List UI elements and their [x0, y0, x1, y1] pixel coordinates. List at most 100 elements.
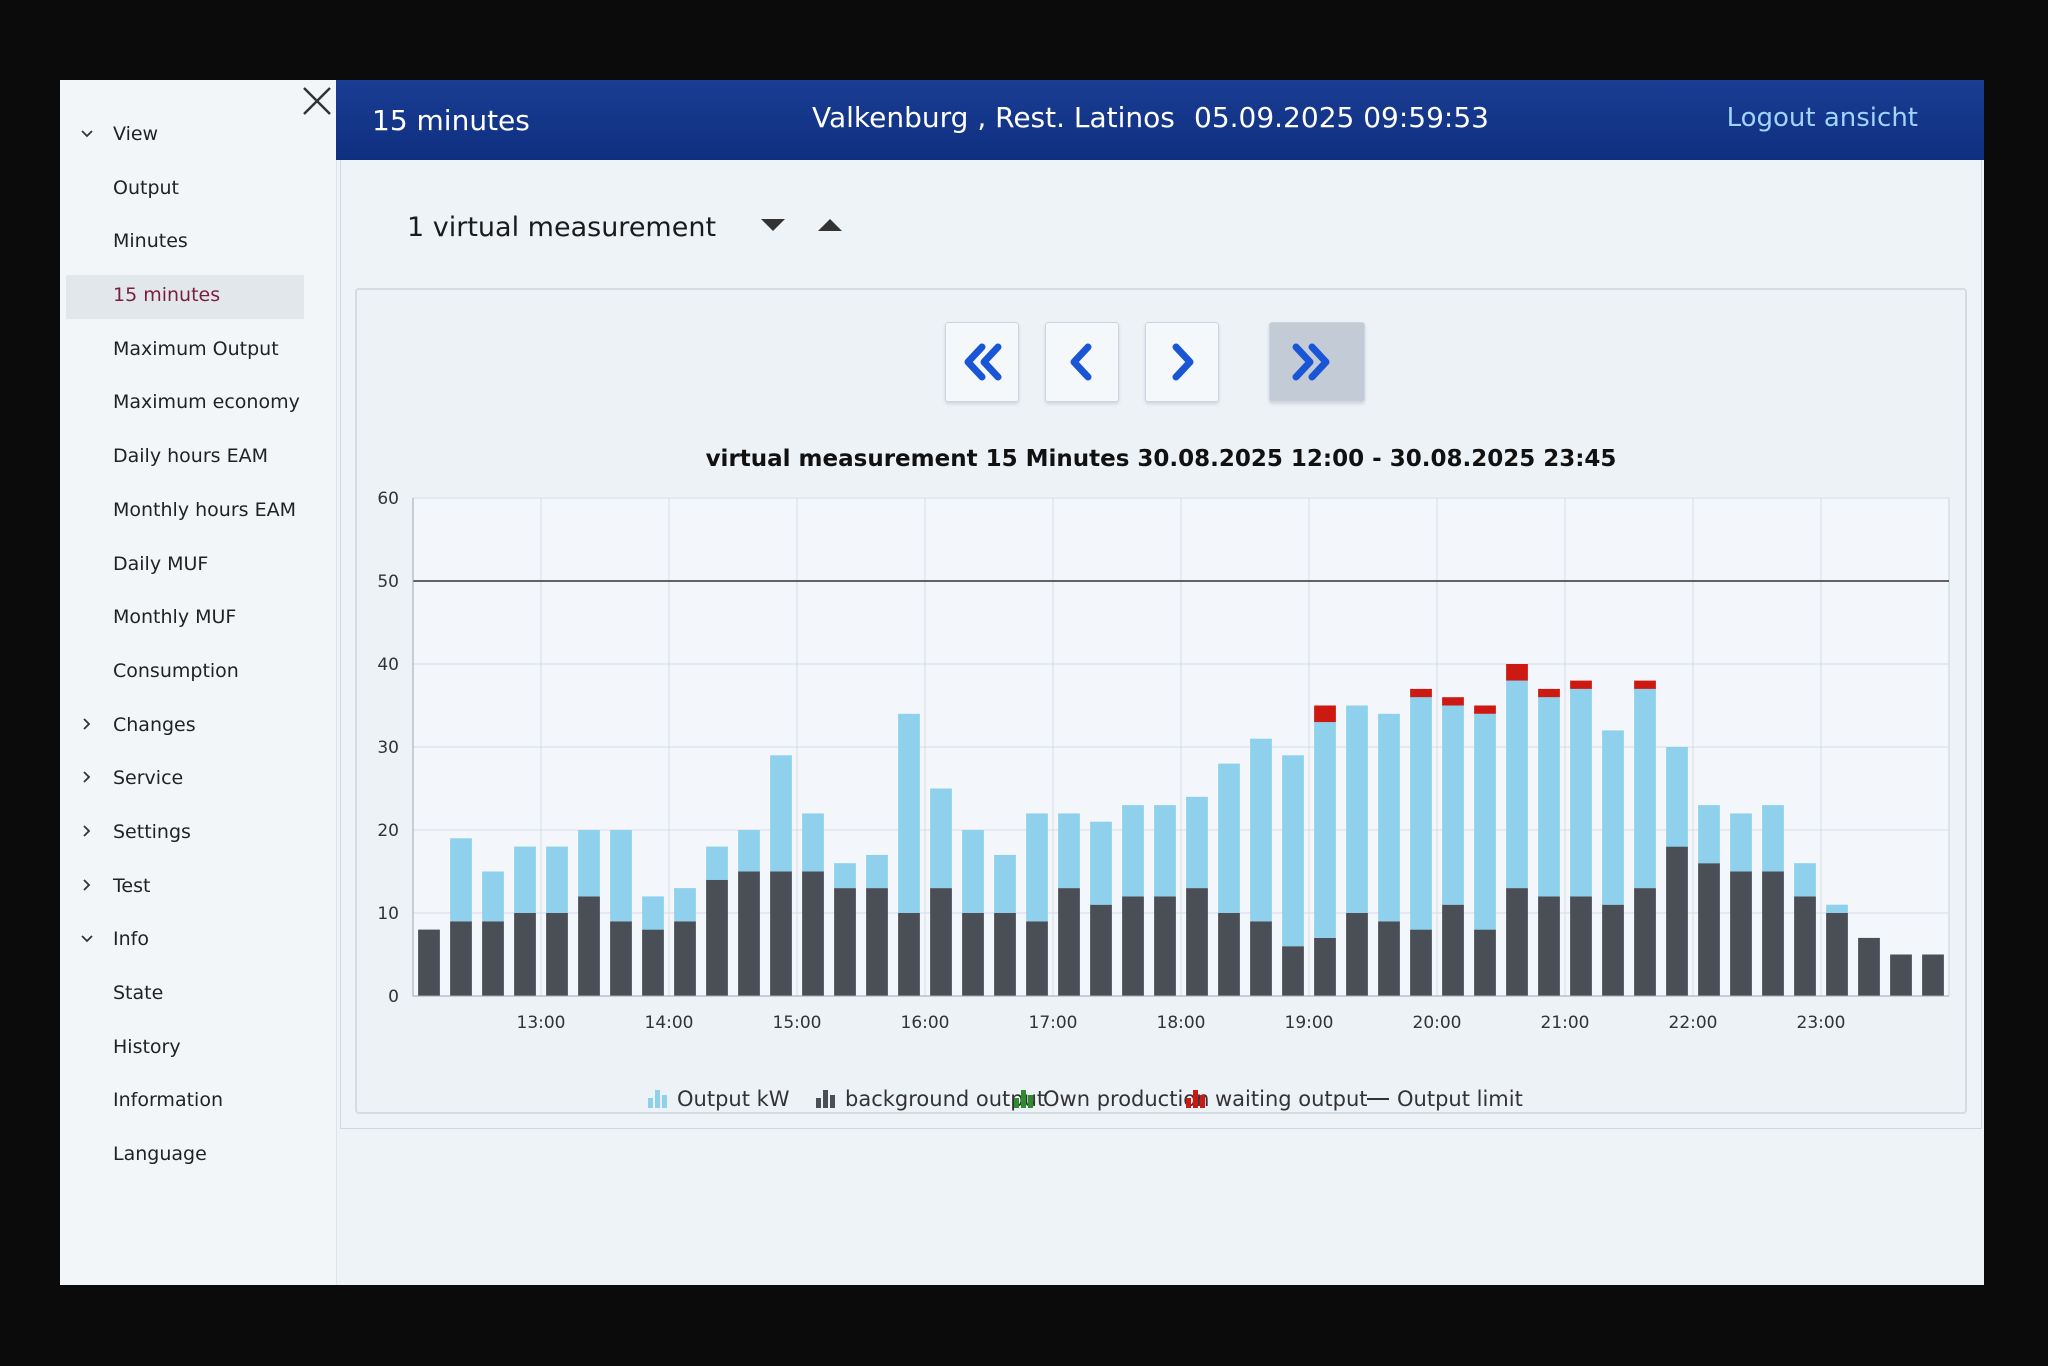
- sidebar-item-monthly-hours-eam[interactable]: Monthly hours EAM: [60, 484, 336, 538]
- chevron-right-icon: [80, 752, 94, 805]
- sidebar-item-label: Daily hours EAM: [113, 445, 268, 468]
- bar-background-output: [546, 913, 568, 996]
- chart-plot: 0 10 20 30 40 50 60 13:00 14:00 15:00 16:00 17:00 18…: [377, 489, 1950, 1033]
- bar-output-kw: [1666, 747, 1688, 847]
- sidebar-item-minutes[interactable]: Minutes: [60, 215, 336, 269]
- legend-item-waiting-output[interactable]: waiting output: [1185, 1087, 1368, 1111]
- sidebar-item-maximum-economy[interactable]: Maximum economy: [60, 376, 336, 430]
- bar-output-kw: [1570, 688, 1592, 897]
- legend-item-output-kw[interactable]: Output kW: [647, 1087, 790, 1111]
- sidebar-group-changes[interactable]: Changes: [60, 699, 336, 753]
- last-page-button[interactable]: [1269, 322, 1365, 402]
- legend-label: waiting output: [1215, 1087, 1368, 1111]
- next-page-button[interactable]: [1145, 322, 1219, 402]
- bar-output-kw: [770, 755, 792, 872]
- logout-link[interactable]: Logout ansicht: [1726, 103, 1918, 133]
- previous-page-button[interactable]: [1045, 322, 1119, 402]
- sort-up-icon[interactable]: [815, 215, 845, 235]
- bar-output-kw: [1730, 813, 1752, 872]
- bar-output-kw: [1698, 805, 1720, 864]
- sidebar-group-service[interactable]: Service: [60, 752, 336, 806]
- bar-background-output: [738, 871, 760, 996]
- bar-background-output: [1250, 921, 1272, 996]
- first-page-button[interactable]: [945, 322, 1019, 402]
- sidebar-item-history[interactable]: History: [60, 1021, 336, 1075]
- bar-output-kw: [1410, 697, 1432, 930]
- bar-output-kw: [1090, 821, 1112, 905]
- bar-output-kw: [482, 871, 504, 922]
- sidebar-item-label: Minutes: [113, 230, 188, 253]
- legend-item-own-production[interactable]: Own production: [1013, 1087, 1209, 1111]
- page-title: 15 minutes: [372, 104, 530, 137]
- sidebar-item-consumption[interactable]: Consumption: [60, 645, 336, 699]
- sidebar-item-label: Changes: [113, 713, 196, 736]
- bar-background-output: [1506, 888, 1528, 996]
- bar-output-kw: [1474, 713, 1496, 930]
- active-highlight: [66, 275, 304, 320]
- y-tick-label: 0: [388, 987, 399, 1007]
- sidebar-group-settings[interactable]: Settings: [60, 806, 336, 860]
- measurement-select[interactable]: 1 virtual measurement: [407, 212, 717, 243]
- chart-card: virtual measurement 15 Minutes 30.08.202…: [355, 288, 1967, 1114]
- bar-output-kw: [578, 830, 600, 897]
- bar-output-kw: [930, 788, 952, 889]
- x-tick-label: 14:00: [645, 1013, 694, 1033]
- sort-down-icon[interactable]: [758, 215, 788, 235]
- sidebar-item-maximum-output[interactable]: Maximum Output: [60, 323, 336, 377]
- bar-background-output: [1346, 913, 1368, 996]
- bar-background-output: [642, 929, 664, 996]
- bar-background-output: [802, 871, 824, 996]
- bar-output-kw: [1506, 680, 1528, 889]
- bar-waiting-output: [1410, 688, 1432, 698]
- sidebar-item-daily-hours-eam[interactable]: Daily hours EAM: [60, 430, 336, 484]
- chevron-down-icon: [80, 108, 94, 161]
- bar-background-output: [834, 888, 856, 996]
- bar-output-kw: [1218, 763, 1240, 913]
- legend-item-output-limit[interactable]: Output limit: [1367, 1087, 1523, 1111]
- bar-background-output: [578, 896, 600, 996]
- x-tick-label: 23:00: [1797, 1013, 1846, 1033]
- bar-background-output: [770, 871, 792, 996]
- close-button[interactable]: [300, 84, 334, 118]
- bar-waiting-output: [1538, 688, 1560, 698]
- y-tick-label: 30: [377, 738, 399, 758]
- sidebar-item-output[interactable]: Output: [60, 162, 336, 216]
- sidebar-group-info[interactable]: Info: [60, 913, 336, 967]
- chevron-down-icon: [80, 913, 94, 966]
- bar-waiting-output: [1570, 680, 1592, 689]
- sidebar-item-information[interactable]: Information: [60, 1074, 336, 1128]
- bar-background-output: [1666, 846, 1688, 996]
- sidebar-group-view[interactable]: View: [60, 108, 336, 162]
- bar-output-kw: [1058, 813, 1080, 889]
- y-tick-label: 10: [377, 904, 399, 924]
- bar-background-output: [1410, 929, 1432, 996]
- sidebar-item-daily-muf[interactable]: Daily MUF: [60, 538, 336, 592]
- sidebar-item-label: Info: [113, 928, 149, 951]
- sidebar-item-label: Service: [113, 767, 184, 790]
- legend-label: Own production: [1043, 1087, 1210, 1111]
- sidebar-item-15-minutes[interactable]: 15 minutes: [60, 269, 336, 323]
- sidebar-item-monthly-muf[interactable]: Monthly MUF: [60, 591, 336, 645]
- bar-background-output: [1858, 937, 1880, 996]
- legend-item-background-output[interactable]: background output: [815, 1087, 1045, 1111]
- bar-background-output: [1634, 888, 1656, 996]
- sidebar-item-language[interactable]: Language: [60, 1128, 336, 1182]
- bar-output-kw: [866, 854, 888, 889]
- sidebar-group-test[interactable]: Test: [60, 860, 336, 914]
- header-bar: 15 minutes Valkenburg , Rest. Latinos 05…: [336, 80, 1984, 160]
- bar-background-output: [1922, 954, 1944, 996]
- chevron-right-icon: [80, 699, 94, 752]
- x-tick-label: 16:00: [901, 1013, 950, 1033]
- legend-swatch-icon: [647, 1087, 677, 1111]
- chevron-right-icon: [80, 860, 94, 913]
- device-screen: View Output Minutes 15 minutes Maximum Outpu…: [60, 80, 1984, 1285]
- chevron-right-icon: [80, 806, 94, 859]
- bar-output-kw: [1314, 722, 1336, 938]
- bar-background-output: [706, 879, 728, 996]
- sidebar-item-state[interactable]: State: [60, 967, 336, 1021]
- bar-background-output: [1314, 937, 1336, 996]
- bar-background-output: [1474, 929, 1496, 996]
- bar-output-kw: [1442, 705, 1464, 905]
- y-tick-label: 40: [377, 655, 399, 675]
- bar-output-kw: [1122, 805, 1144, 897]
